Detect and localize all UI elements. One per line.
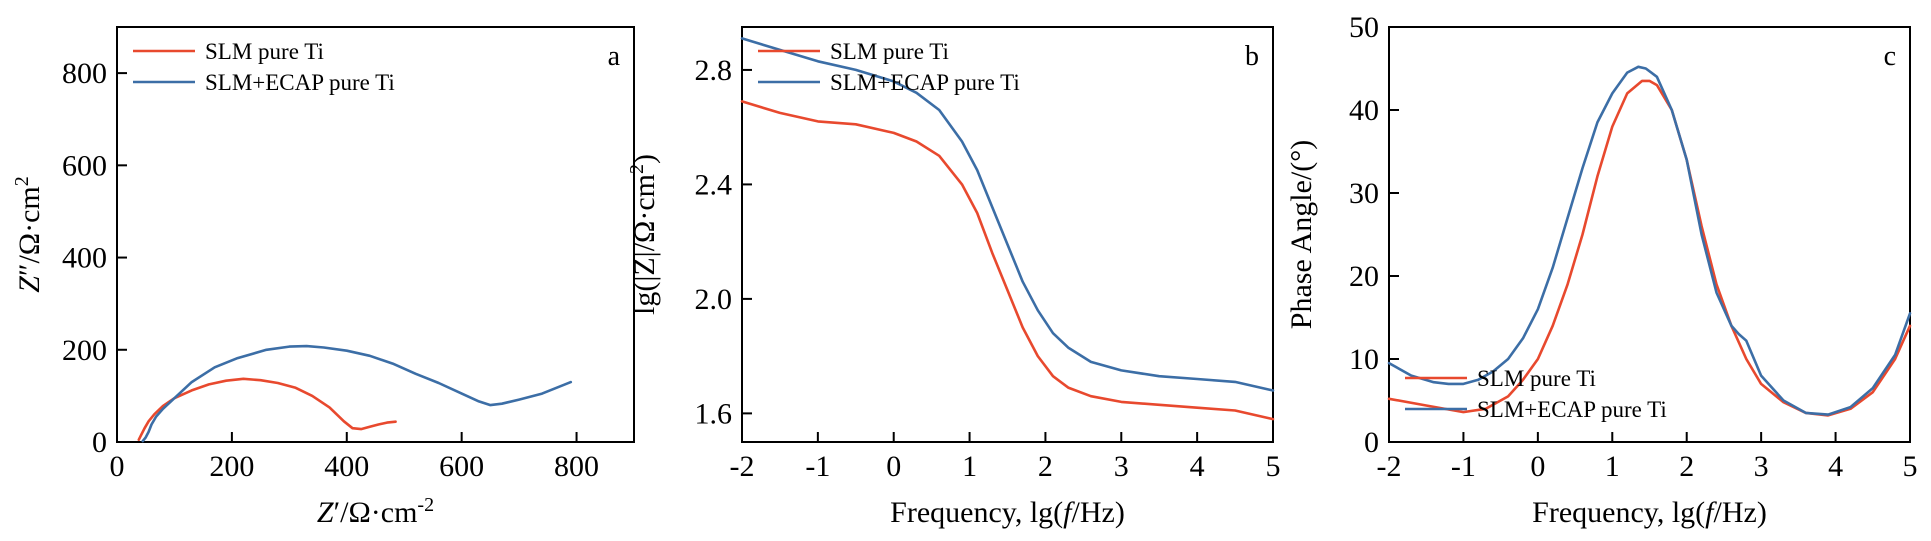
- legend-label: SLM pure Ti: [1477, 366, 1596, 391]
- x-tick-label: -2: [730, 450, 755, 483]
- panel-label: b: [1245, 41, 1259, 72]
- legend-label: SLM+ECAP pure Ti: [1477, 397, 1667, 422]
- chart-panel-a: 0 200 400 600 800 0 200 400 600 800 SLM pure Ti SLM…: [11, 26, 635, 529]
- series-line-slm: [137, 377, 397, 442]
- chart-panel-b: -2 -1 0 1 2 3 4 5 1.6 2.0 2.4 2.8 SLM pure Ti SLM+ECA…: [626, 26, 1281, 529]
- y-tick-label: 2.8: [695, 54, 733, 87]
- x-tick-label: 5: [1903, 450, 1918, 483]
- y-tick-label: 2.4: [695, 168, 733, 201]
- y-tick-label: 200: [62, 334, 107, 367]
- x-tick-label: 200: [209, 450, 254, 483]
- x-tick-label: -1: [805, 450, 830, 483]
- x-tick-label: 4: [1828, 450, 1843, 483]
- series-line-slm-ecap: [740, 37, 1275, 392]
- y-axis-title: lg(|Z|/Ω·cm2): [626, 154, 661, 315]
- x-tick-label: 5: [1266, 450, 1281, 483]
- x-tick-label: -2: [1377, 450, 1402, 483]
- series-line-slm-ecap: [141, 344, 573, 443]
- x-axis-title: Frequency, lg(f/Hz): [890, 496, 1125, 529]
- x-axis-title: Z′/Ω·cm-2: [317, 494, 434, 529]
- plot-frame: [1388, 26, 1911, 443]
- y-tick-label: 20: [1349, 260, 1379, 293]
- x-tick-label: -1: [1451, 450, 1476, 483]
- x-tick-label: 0: [886, 450, 901, 483]
- x-tick-label: 4: [1190, 450, 1205, 483]
- y-tick-label: 10: [1349, 343, 1379, 376]
- x-tick-label: 2: [1038, 450, 1053, 483]
- plot-frame: [741, 26, 1274, 443]
- x-axis-title: Frequency, lg(f/Hz): [1532, 496, 1767, 529]
- y-tick-label: 400: [62, 242, 107, 275]
- panel-label: a: [608, 41, 621, 72]
- x-tick-label: 800: [554, 450, 599, 483]
- series-line-slm: [1387, 79, 1912, 417]
- y-tick-label: 40: [1349, 94, 1379, 127]
- y-tick-label: 2.0: [695, 283, 733, 316]
- series-line-slm-ecap: [1387, 65, 1912, 416]
- y-tick-label: 1.6: [695, 397, 733, 430]
- x-tick-label: 3: [1114, 450, 1129, 483]
- x-tick-label: 600: [439, 450, 484, 483]
- y-tick-label: 0: [1364, 426, 1379, 459]
- y-tick-label: 0: [92, 426, 107, 459]
- y-axis-title: Phase Angle/(°): [1285, 140, 1318, 329]
- legend-label: SLM pure Ti: [205, 39, 324, 64]
- y-tick-label: 600: [62, 149, 107, 182]
- legend-label: SLM pure Ti: [830, 39, 949, 64]
- legend-label: SLM+ECAP pure Ti: [830, 70, 1020, 95]
- x-tick-label: 2: [1679, 450, 1694, 483]
- y-axis-title: Z″/Ω·cm2: [11, 176, 46, 292]
- legend-label: SLM+ECAP pure Ti: [205, 70, 395, 95]
- x-tick-label: 400: [324, 450, 369, 483]
- y-tick-label: 50: [1349, 11, 1379, 44]
- y-tick-label: 800: [62, 57, 107, 90]
- series-line-slm: [740, 100, 1275, 421]
- x-tick-label: 0: [1530, 450, 1545, 483]
- panel-label: c: [1884, 41, 1896, 72]
- plot-frame: [116, 26, 635, 443]
- x-tick-label: 3: [1754, 450, 1769, 483]
- x-tick-label: 0: [110, 450, 125, 483]
- x-tick-label: 1: [962, 450, 977, 483]
- x-tick-label: 1: [1605, 450, 1620, 483]
- y-tick-label: 30: [1349, 177, 1379, 210]
